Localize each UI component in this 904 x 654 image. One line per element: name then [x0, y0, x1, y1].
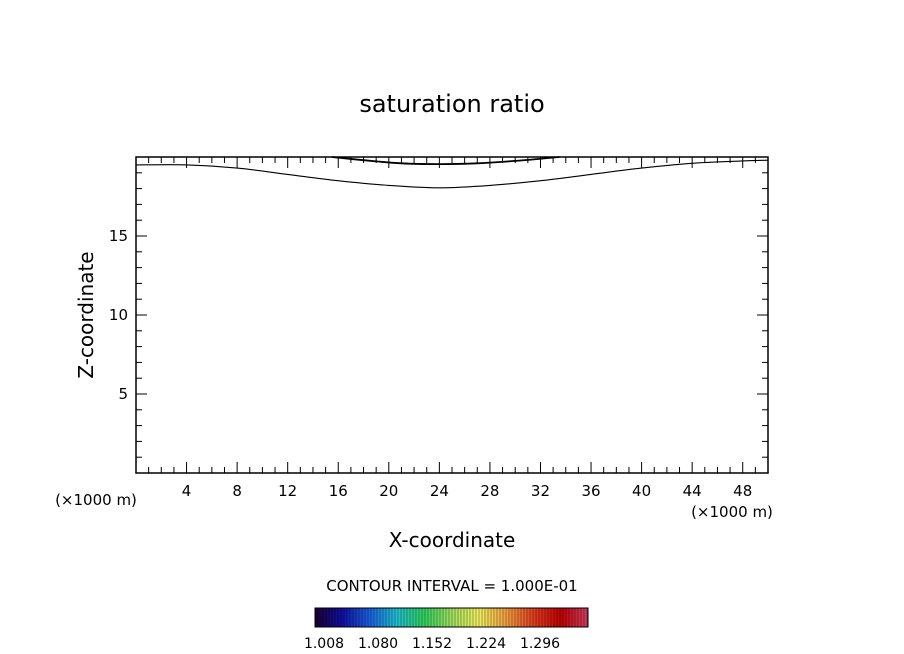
colorbar-frame: [314, 607, 589, 628]
x-tick-label: 12: [278, 482, 297, 500]
colorbar-label: 1.152: [412, 636, 452, 652]
plot-frame: [135, 156, 769, 474]
y-axis-title: Z-coordinate: [74, 251, 98, 378]
x-tick-label: 16: [329, 482, 348, 500]
y-tick-label: 10: [109, 306, 128, 324]
x-tick-label: 32: [531, 482, 550, 500]
x-tick-label: 36: [581, 482, 600, 500]
contour-line: [331, 156, 560, 166]
colorbar-label: 1.080: [358, 636, 398, 652]
x-tick-label: 24: [430, 482, 449, 500]
colorbar: 1.008 1.080 1.152 1.224 1.296: [304, 607, 589, 652]
x-tick-label: 20: [379, 482, 398, 500]
colorbar-label: 1.224: [466, 636, 506, 652]
x-tick-label: 48: [733, 482, 752, 500]
y-tick-label: 5: [118, 385, 128, 403]
x-tick-label: 44: [683, 482, 702, 500]
contour-line: [135, 159, 769, 189]
contour-interval-note: CONTOUR INTERVAL = 1.000E-01: [326, 577, 577, 595]
chart-title: saturation ratio: [359, 90, 544, 118]
x-unit-right: (×1000 m): [691, 503, 773, 521]
colorbar-label: 1.296: [520, 636, 560, 652]
x-tick-label: 4: [182, 482, 192, 500]
y-tick-label: 15: [109, 227, 128, 245]
x-axis-title: X-coordinate: [389, 528, 516, 552]
x-tick-label: 8: [232, 482, 242, 500]
x-tick-label: 28: [480, 482, 499, 500]
x-unit-left: (×1000 m): [55, 491, 137, 509]
colorbar-labels: 1.008 1.080 1.152 1.224 1.296: [304, 636, 560, 652]
colorbar-hatch: [316, 608, 588, 627]
contour-lines: [135, 156, 769, 189]
y-axis-ticks: 5 10 15: [109, 172, 768, 458]
x-axis-ticks: 4 8 12 16 20 24 28 32 36 40 44 48: [148, 157, 756, 500]
colorbar-label: 1.008: [304, 636, 344, 652]
x-tick-label: 40: [632, 482, 651, 500]
